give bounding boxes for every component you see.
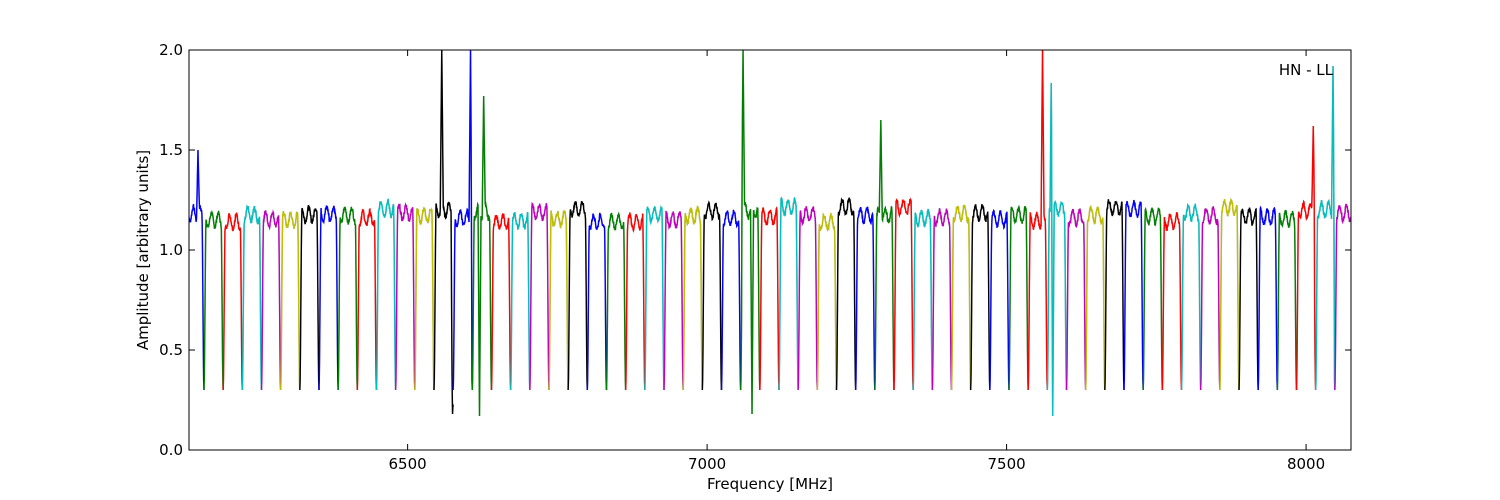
y-tick-label: 1.5 — [159, 141, 183, 159]
band-trace-segment — [509, 212, 531, 391]
band-trace-segment — [586, 212, 608, 391]
band-trace-segment — [1295, 125, 1317, 391]
band-trace-segment — [854, 206, 876, 391]
band-trace-segment — [720, 209, 742, 391]
band-trace-segment — [1257, 205, 1279, 391]
band-trace-segment — [1027, 50, 1049, 391]
band-trace-segment — [816, 212, 838, 391]
band-trace-segment — [1314, 65, 1336, 391]
band-trace-segment — [912, 208, 934, 391]
chart-annotation: HN - LL — [1279, 61, 1334, 79]
band-trace-segment — [1180, 203, 1202, 391]
band-trace-segment — [375, 198, 397, 391]
x-tick-label: 6500 — [389, 455, 427, 473]
x-tick-label: 7000 — [688, 455, 726, 473]
band-trace-segment — [644, 204, 665, 391]
band-trace-segment — [989, 209, 1010, 391]
band-trace-segment — [1142, 206, 1164, 391]
band-trace-segment — [1046, 82, 1068, 417]
band-trace-segment — [701, 200, 723, 391]
band-trace-segment — [1104, 199, 1125, 391]
band-trace-segment — [433, 50, 454, 415]
band-trace-segment — [950, 204, 972, 391]
band-trace-segment — [759, 206, 780, 391]
band-trace-segment — [241, 204, 263, 391]
band-trace-segment — [1276, 209, 1298, 391]
band-trace-segment — [203, 209, 224, 391]
band-trace-segment — [299, 204, 320, 391]
band-trace-segment — [567, 201, 589, 391]
band-trace-segment — [1084, 205, 1106, 391]
band-trace-segment — [414, 206, 435, 391]
x-tick-label: 8000 — [1287, 455, 1325, 473]
band-trace-segment — [778, 196, 799, 391]
y-tick-label: 2.0 — [159, 41, 183, 59]
band-trace-segment — [969, 204, 991, 391]
band-trace-segment — [260, 209, 282, 391]
band-trace-segment — [529, 201, 550, 391]
band-trace-segment — [279, 210, 301, 391]
spectral-traces — [189, 50, 1351, 417]
band-trace-segment — [452, 50, 474, 391]
band-trace-segment — [394, 202, 416, 391]
band-trace-segment — [490, 213, 512, 391]
y-axis-label: Amplitude [arbitrary units] — [134, 150, 152, 350]
band-trace-segment — [318, 205, 339, 391]
band-trace-segment — [222, 212, 244, 391]
band-trace-segment — [337, 206, 359, 391]
x-axis-label: Frequency [MHz] — [707, 475, 833, 493]
band-trace-segment — [682, 205, 704, 391]
band-trace-segment — [739, 50, 761, 415]
band-trace-segment — [624, 212, 646, 391]
band-trace-segment — [356, 208, 378, 391]
band-trace-segment — [605, 211, 627, 391]
band-trace-segment — [874, 119, 895, 391]
band-trace-segment — [1008, 204, 1029, 391]
band-trace-segment — [931, 208, 953, 391]
band-trace-segment — [797, 206, 819, 391]
band-trace-segment — [835, 196, 857, 391]
band-trace-segment — [189, 149, 205, 391]
axis-ticks: 6500 7000 7500 8000 0.0 0.5 1.0 1.5 2.0 — [159, 41, 1351, 473]
band-trace-segment — [548, 210, 569, 391]
y-tick-label: 1.0 — [159, 241, 183, 259]
band-trace-segment — [1161, 212, 1183, 391]
band-trace-segment — [1238, 207, 1259, 391]
y-tick-label: 0.5 — [159, 341, 183, 359]
band-trace-segment — [1199, 206, 1221, 391]
x-tick-label: 7500 — [987, 455, 1025, 473]
band-trace-segment — [471, 95, 493, 417]
band-trace-segment — [663, 210, 684, 391]
band-trace-segment — [1065, 208, 1087, 391]
band-trace-segment — [1219, 197, 1240, 391]
band-trace-segment — [1123, 199, 1144, 391]
y-tick-label: 0.0 — [159, 441, 183, 459]
band-trace-segment — [893, 197, 914, 391]
